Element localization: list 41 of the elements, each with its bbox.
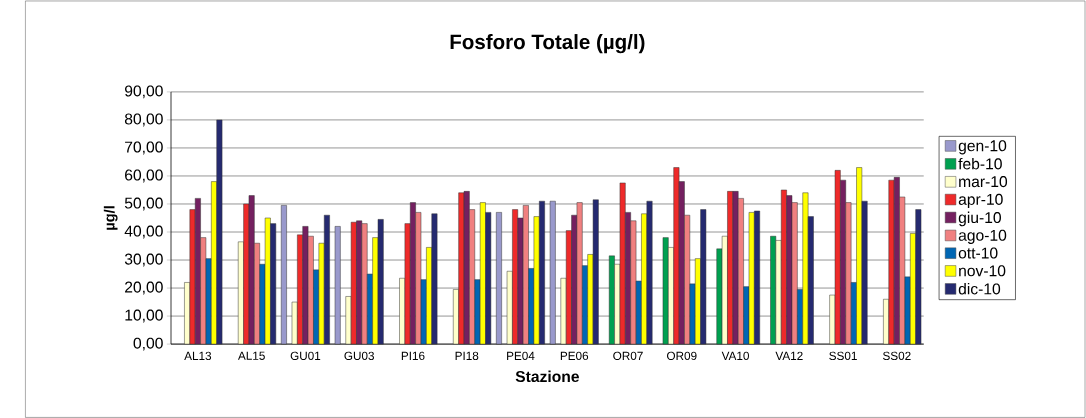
x-tick-label: VA12 (775, 351, 803, 360)
x-tick-label: GU01 (290, 351, 321, 360)
x-tick-label: PI16 (401, 351, 425, 360)
legend-label: giu-10 (958, 211, 1001, 226)
x-tick-label: OR09 (667, 351, 697, 360)
y-tick-label: 60,00 (125, 169, 163, 183)
x-tick-label: PE04 (507, 351, 535, 360)
y-tick-label: 0,00 (133, 337, 163, 351)
legend-label: gen-10 (958, 140, 1007, 155)
legend-label: mar-10 (959, 175, 1008, 187)
bar (662, 237, 669, 345)
x-tick-label: SS02 (883, 351, 911, 360)
x-tick-label: OR07 (613, 351, 643, 360)
bar (280, 204, 287, 345)
y-axis-title: µg/l (103, 206, 118, 230)
bar (496, 211, 502, 345)
x-tick-label: GU03 (344, 351, 374, 360)
x-tick-label: AL13 (184, 351, 212, 360)
x-axis-title: Stazione (515, 370, 579, 382)
bar (549, 200, 556, 345)
bar (334, 225, 341, 345)
x-tick-label: SS01 (829, 351, 857, 360)
legend-label: dic-10 (958, 282, 1001, 295)
legend-label: feb-10 (958, 157, 1002, 170)
y-tick-label: 90,00 (125, 85, 163, 99)
legend-label: nov-10 (959, 265, 1006, 277)
y-tick-label: 80,00 (124, 113, 163, 127)
legend-label: ago-10 (958, 229, 1007, 244)
legend-label: apr-10 (958, 193, 1003, 208)
y-tick-label: 10,00 (125, 309, 163, 323)
x-tick-label: PI18 (455, 351, 479, 360)
x-tick-label: VA10 (721, 351, 749, 360)
y-tick-label: 70,00 (125, 141, 163, 155)
y-tick-label: 50,00 (124, 197, 163, 211)
y-tick-label: 30,00 (124, 253, 163, 267)
x-tick-label: PE06 (560, 351, 589, 360)
chart-title: Fosforo Totale (µg/l) (450, 33, 645, 54)
legend-label: ott-10 (958, 247, 998, 259)
y-tick-label: 40,00 (124, 225, 163, 239)
x-tick-label: AL15 (237, 351, 265, 360)
y-tick-label: 20,00 (125, 281, 163, 295)
